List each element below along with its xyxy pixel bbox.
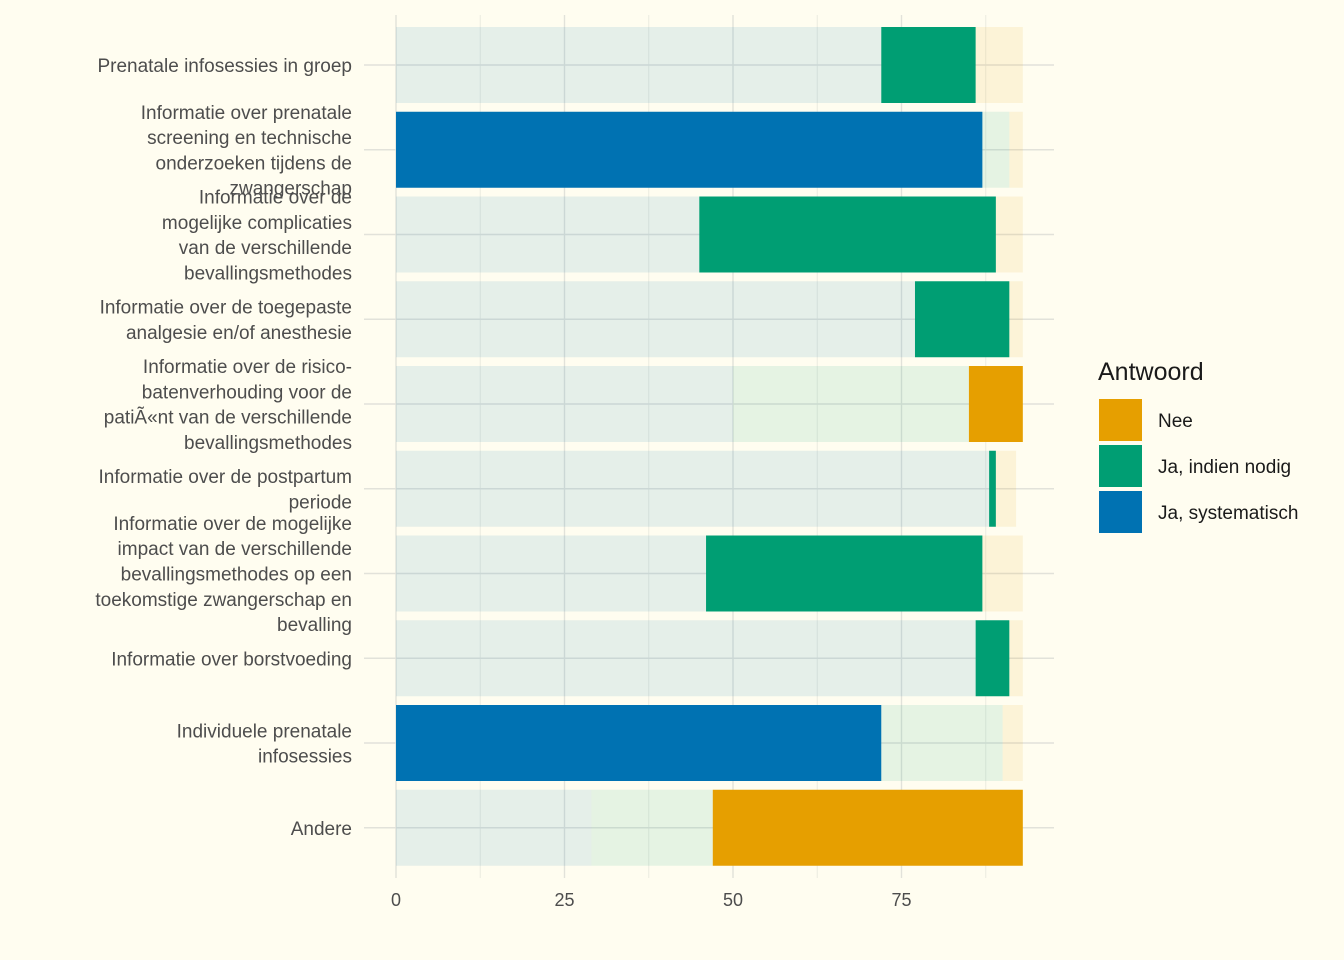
bar-segment [881,705,1003,781]
legend-key [1099,445,1142,487]
bar-segment [995,450,1017,527]
category-label: Informatie over de postpartum periode [99,467,352,513]
bar-segment [975,620,1010,697]
x-axis-ticks: 0 25 50 75 [391,890,912,910]
bar-segment [995,196,1023,273]
bar-segment [396,535,707,612]
bar-segment [914,281,1010,358]
bar-segment [396,620,976,697]
bar-segment [396,196,700,273]
bar-segment [396,281,915,358]
bar-segment [712,789,1023,866]
bar-segment [396,27,882,103]
bar-segment [1009,281,1023,358]
category-label: Individuele prenatale infosessies [177,721,352,767]
bar-segment [733,366,969,442]
category-label-line: Informatie over de [199,188,352,209]
category-label: Prenatale infosessies in groep [97,56,352,77]
bar-segment [591,789,713,866]
bar-segment [699,196,996,273]
legend-key [1099,491,1142,533]
bars [396,27,1023,866]
category-label: Informatie over borstvoeding [111,649,352,670]
legend-title: Antwoord [1098,358,1204,386]
category-label-line: toekomstige zwangerschap en [95,590,352,611]
category-label-line: onderzoeken tijdens de [156,153,352,174]
legend-label: Ja, indien nodig [1158,457,1291,478]
bar-segment [982,111,1010,188]
category-label-line: Informatie over de postpartum [99,467,352,488]
bar-segment [1009,620,1023,697]
bar-segment [1009,111,1023,188]
category-label: Andere [291,819,352,840]
category-label-line: bevallingsmethodes op een [121,565,352,586]
legend-label: Nee [1158,411,1193,432]
bar-segment [396,450,990,527]
bar-segment [1002,705,1023,781]
category-label-line: bevallingsmethodes [184,433,352,454]
bar-segment [396,111,983,188]
x-tick-label: 0 [391,890,401,910]
bar-segment [989,450,996,527]
bar-segment [982,535,1023,612]
category-label: Informatie over de mogelijke impact van d… [95,514,352,636]
category-label-line: patiÃ«nt van de verschillende [104,407,352,429]
bar-segment [968,366,1023,442]
x-tick-label: 50 [723,890,743,910]
bar-segment [706,535,983,612]
category-label-line: Andere [291,819,352,840]
category-label-line: Informatie over borstvoeding [111,649,352,670]
bar-segment [975,27,1023,103]
category-label-line: infosessies [258,747,352,768]
y-axis-labels: Prenatale infosessies in groep Informatie… [95,56,352,840]
category-label-line: Informatie over de risico- [143,357,352,378]
category-label-line: van de verschillende [179,238,352,259]
legend: Antwoord Nee Ja, indien nodig Ja, systemat… [1098,358,1298,533]
category-label-line: analgesie en/of anesthesie [126,323,352,344]
bar-segment [396,789,592,866]
category-label-line: bevallingsmethodes [184,263,352,284]
category-label-line: mogelijke complicaties [162,213,352,234]
category-label: Informatie over de risico-batenverhoudin… [104,357,352,454]
category-label-line: batenverhouding voor de [142,382,352,403]
category-label-line: bevalling [277,615,352,636]
bar-segment [396,705,882,781]
bar-segment [396,366,733,442]
legend-label: Ja, systematisch [1158,503,1298,524]
category-label-line: periode [289,492,352,513]
legend-key [1099,399,1142,441]
category-label-line: Prenatale infosessies in groep [97,56,352,77]
category-label: Informatie over prenatale screening en te… [141,103,352,200]
category-label-line: Informatie over de toegepaste [100,298,352,319]
x-tick-label: 25 [554,890,574,910]
category-label: Informatie over de toegepaste analgesie e… [100,298,352,344]
category-label-line: zwangerschap [229,179,352,200]
category-label-line: Individuele prenatale [177,721,352,742]
category-label-line: screening en technische [147,128,352,149]
bar-segment [881,27,976,103]
category-label-line: impact van de verschillende [118,539,352,560]
category-label: Informatie over de mogelijke complicaties… [162,188,352,285]
category-label-line: Informatie over de mogelijke [113,514,352,535]
category-label-line: Informatie over prenatale [141,103,352,124]
x-tick-label: 75 [891,890,911,910]
